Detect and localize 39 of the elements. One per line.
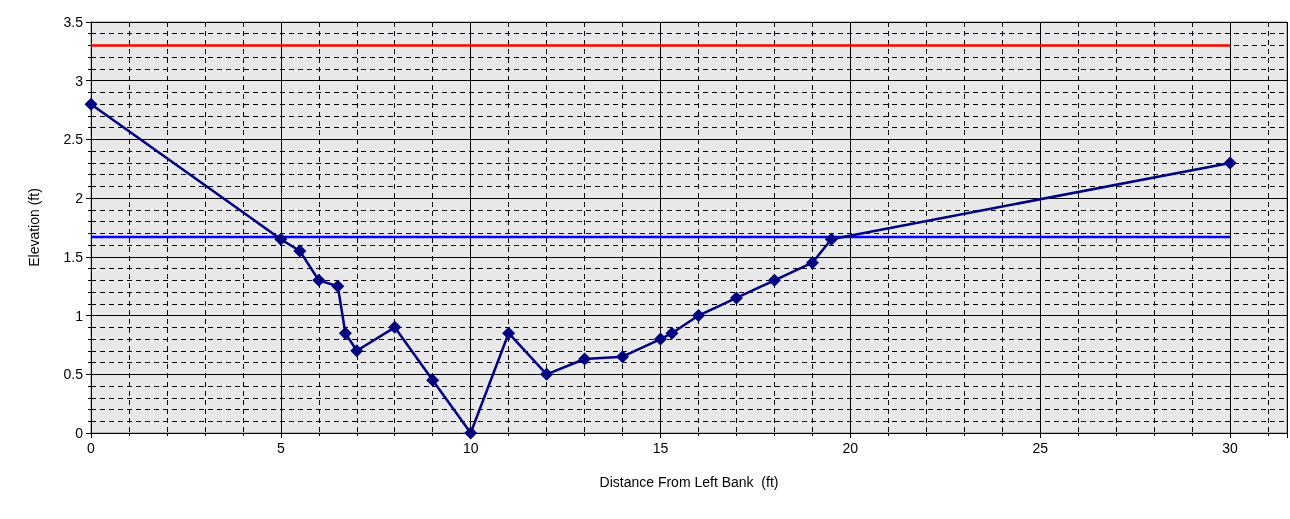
point bbox=[331, 279, 345, 293]
x-tick-label: 0 bbox=[87, 440, 96, 456]
y-tick-label: 2.5 bbox=[63, 131, 84, 148]
y-tick-label: 3 bbox=[75, 72, 84, 89]
point bbox=[464, 426, 478, 440]
point bbox=[274, 232, 288, 246]
point bbox=[338, 326, 352, 340]
point bbox=[767, 273, 781, 287]
y-tick-label: 0.5 bbox=[63, 366, 84, 383]
x-tick-label: 25 bbox=[1032, 440, 1049, 456]
y-tick-label: 2 bbox=[75, 190, 84, 207]
point bbox=[805, 256, 819, 270]
y-tick-label: 3.5 bbox=[63, 14, 84, 30]
point bbox=[665, 326, 679, 340]
point bbox=[502, 326, 516, 340]
point bbox=[729, 291, 743, 305]
point bbox=[578, 352, 592, 366]
y-tick-label: 1.5 bbox=[63, 248, 84, 265]
x-tick-label: 10 bbox=[462, 440, 479, 456]
point bbox=[293, 244, 307, 258]
point bbox=[824, 232, 838, 246]
point bbox=[388, 320, 402, 334]
point bbox=[84, 97, 98, 111]
x-tick-label: 15 bbox=[652, 440, 669, 456]
point bbox=[1223, 156, 1237, 170]
y-tick-label: 1 bbox=[75, 307, 84, 324]
x-tick-label: 5 bbox=[276, 440, 285, 456]
point bbox=[426, 373, 440, 387]
y-tick-label: 0 bbox=[75, 425, 84, 441]
point bbox=[616, 350, 630, 364]
x-tick-label: 30 bbox=[1222, 440, 1239, 456]
point bbox=[350, 344, 364, 358]
x-tick-label: 20 bbox=[842, 440, 859, 456]
y-axis-title: Elevation (ft) bbox=[26, 188, 42, 267]
point bbox=[654, 332, 668, 346]
x-axis-title: Distance From Left Bank (ft) bbox=[599, 474, 779, 490]
point bbox=[312, 273, 326, 287]
point bbox=[540, 367, 554, 381]
point bbox=[691, 309, 705, 323]
